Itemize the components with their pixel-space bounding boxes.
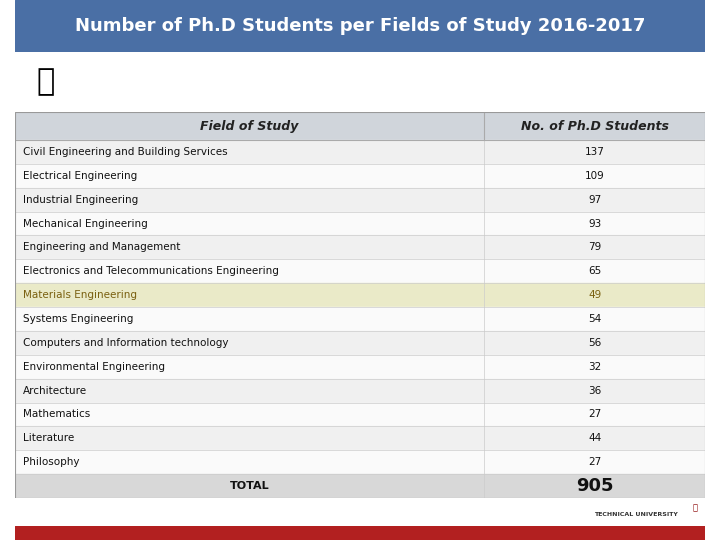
Text: Civil Engineering and Building Services: Civil Engineering and Building Services — [23, 147, 228, 157]
Bar — [15, 379, 705, 402]
Text: 905: 905 — [576, 477, 613, 495]
Text: 79: 79 — [588, 242, 601, 252]
Text: TECHNICAL UNIVERSITY: TECHNICAL UNIVERSITY — [593, 512, 678, 517]
Text: Electrical Engineering: Electrical Engineering — [23, 171, 138, 181]
Bar — [15, 212, 705, 235]
Text: 137: 137 — [585, 147, 605, 157]
Bar — [15, 140, 705, 164]
Text: Mechanical Engineering: Mechanical Engineering — [23, 219, 148, 228]
Text: Literature: Literature — [23, 433, 75, 443]
Text: 27: 27 — [588, 457, 601, 467]
Text: Materials Engineering: Materials Engineering — [23, 290, 138, 300]
Bar — [15, 474, 705, 498]
Bar — [15, 235, 705, 259]
Bar — [15, 259, 705, 283]
Bar — [15, 307, 705, 331]
Bar — [15, 112, 705, 140]
Text: Architecture: Architecture — [23, 386, 87, 396]
Bar — [15, 188, 705, 212]
Text: Computers and Information technology: Computers and Information technology — [23, 338, 229, 348]
Text: Field of Study: Field of Study — [200, 119, 299, 132]
Bar — [15, 450, 705, 474]
Text: Electronics and Telecommunications Engineering: Electronics and Telecommunications Engin… — [23, 266, 279, 276]
Text: 44: 44 — [588, 433, 601, 443]
Text: Systems Engineering: Systems Engineering — [23, 314, 134, 324]
Text: 93: 93 — [588, 219, 601, 228]
Text: 32: 32 — [588, 362, 601, 372]
Text: Industrial Engineering: Industrial Engineering — [23, 194, 138, 205]
Text: ⬛: ⬛ — [692, 503, 697, 512]
Text: Mathematics: Mathematics — [23, 409, 91, 420]
Bar — [15, 283, 705, 307]
Text: Environmental Engineering: Environmental Engineering — [23, 362, 166, 372]
Bar — [15, 355, 705, 379]
Bar — [15, 427, 705, 450]
Text: Engineering and Management: Engineering and Management — [23, 242, 181, 252]
Text: 27: 27 — [588, 409, 601, 420]
Text: 109: 109 — [585, 171, 605, 181]
Text: TOTAL: TOTAL — [230, 481, 269, 491]
Bar — [15, 331, 705, 355]
Text: Number of Ph.D Students per Fields of Study 2016-2017: Number of Ph.D Students per Fields of St… — [75, 17, 645, 35]
Text: 36: 36 — [588, 386, 601, 396]
Bar — [15, 164, 705, 188]
Text: 49: 49 — [588, 290, 601, 300]
Text: 54: 54 — [588, 314, 601, 324]
Text: 97: 97 — [588, 194, 601, 205]
Text: No. of Ph.D Students: No. of Ph.D Students — [521, 119, 669, 132]
Text: Philosophy: Philosophy — [23, 457, 80, 467]
Text: 🕵: 🕵 — [37, 68, 55, 97]
Text: 65: 65 — [588, 266, 601, 276]
Bar — [15, 402, 705, 427]
Text: 56: 56 — [588, 338, 601, 348]
